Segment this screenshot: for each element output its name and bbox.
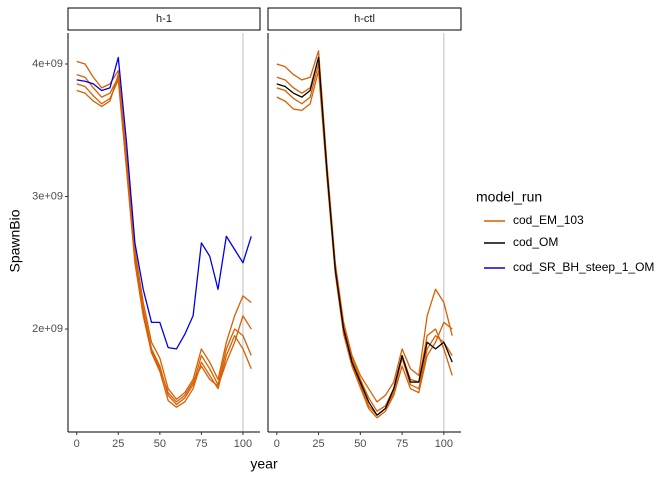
series-line — [76, 73, 252, 403]
x-tick-label: 75 — [396, 438, 408, 450]
series-line — [76, 56, 252, 350]
facet-strip — [267, 7, 462, 31]
y-tick-label: 3e+09 — [32, 190, 63, 202]
series-line — [276, 56, 453, 412]
y-axis-title: SpawnBio — [7, 209, 23, 272]
series-line — [276, 50, 453, 403]
legend-title: model_run — [476, 189, 542, 205]
x-tick-label: 25 — [312, 438, 324, 450]
legend-label: cod_OM — [513, 235, 558, 249]
x-tick-label: 75 — [195, 438, 207, 450]
y-tick-label: 2e+09 — [32, 323, 63, 335]
x-axis-title: year — [250, 456, 278, 472]
x-tick-label: 100 — [435, 438, 453, 450]
facet-label: h-ctl — [354, 13, 375, 25]
series-line — [76, 79, 252, 408]
x-tick-label: 25 — [112, 438, 124, 450]
legend-label: cod_EM_103 — [513, 213, 584, 227]
facet-label: h-1 — [156, 13, 172, 25]
y-tick-label: 4e+09 — [32, 58, 63, 70]
x-tick-label: 50 — [154, 438, 166, 450]
series-line — [276, 56, 453, 416]
x-tick-label: 100 — [234, 438, 252, 450]
series-line — [76, 60, 252, 400]
x-tick-label: 0 — [74, 438, 80, 450]
series-line — [276, 63, 453, 416]
series-line — [76, 73, 252, 406]
x-tick-label: 50 — [354, 438, 366, 450]
legend-label: cod_SR_BH_steep_1_OM — [513, 260, 654, 274]
x-tick-label: 0 — [274, 438, 280, 450]
facet-strip — [67, 7, 261, 31]
series-line — [276, 69, 453, 419]
